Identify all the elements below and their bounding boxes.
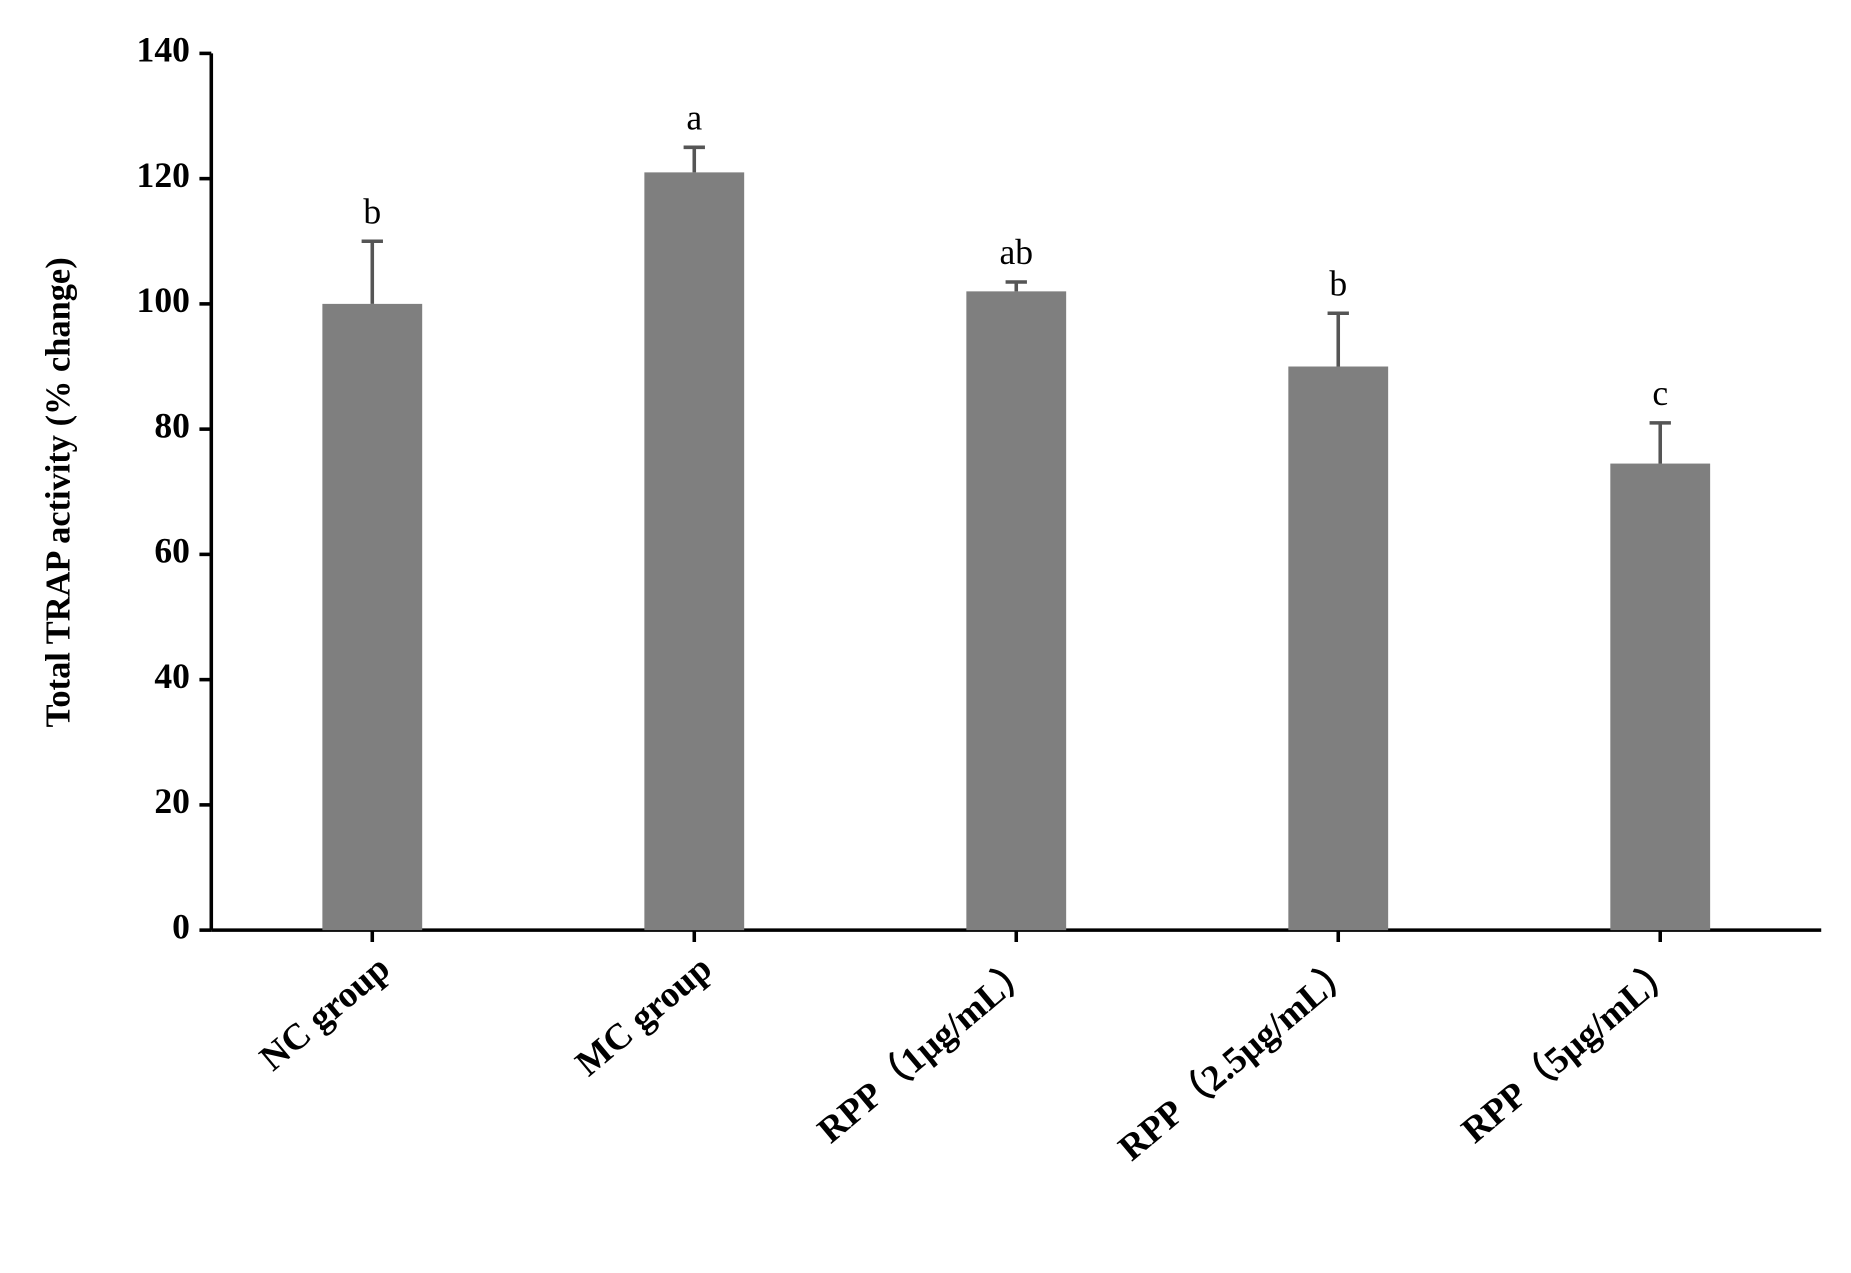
error-bar	[1649, 421, 1671, 464]
x-tick-label: RPP（5μg/mL）	[1453, 947, 1685, 1151]
error-bar	[1005, 280, 1027, 292]
x-tick-label: MC group	[567, 947, 719, 1084]
significance-letter: b	[1329, 263, 1347, 303]
x-tick-label: RPP（2.5μg/mL）	[1110, 947, 1363, 1168]
y-tick-label: 120	[137, 155, 190, 195]
y-tick-label: 80	[154, 405, 190, 445]
significance-letter: c	[1652, 373, 1668, 413]
y-tick-label: 0	[172, 906, 190, 946]
y-tick-label: 140	[137, 30, 190, 70]
significance-letter: a	[686, 97, 702, 137]
y-tick-label: 40	[154, 656, 190, 696]
x-tick-label: NC group	[252, 947, 398, 1078]
bar	[966, 291, 1067, 931]
y-tick-label: 100	[137, 280, 190, 320]
error-bar	[1327, 311, 1349, 367]
error-bar	[361, 239, 383, 304]
y-axis-label: Total TRAP activity (% change)	[40, 257, 78, 727]
significance-letter: b	[363, 191, 381, 231]
y-tick-label: 60	[154, 531, 190, 571]
error-bar	[683, 145, 705, 173]
bar	[1288, 366, 1389, 931]
y-tick-label: 20	[154, 781, 190, 821]
bar	[1610, 463, 1711, 931]
bar	[644, 172, 745, 931]
bar	[322, 303, 423, 931]
significance-letter: ab	[999, 232, 1033, 272]
x-tick-label: RPP（1μg/mL）	[809, 947, 1041, 1151]
